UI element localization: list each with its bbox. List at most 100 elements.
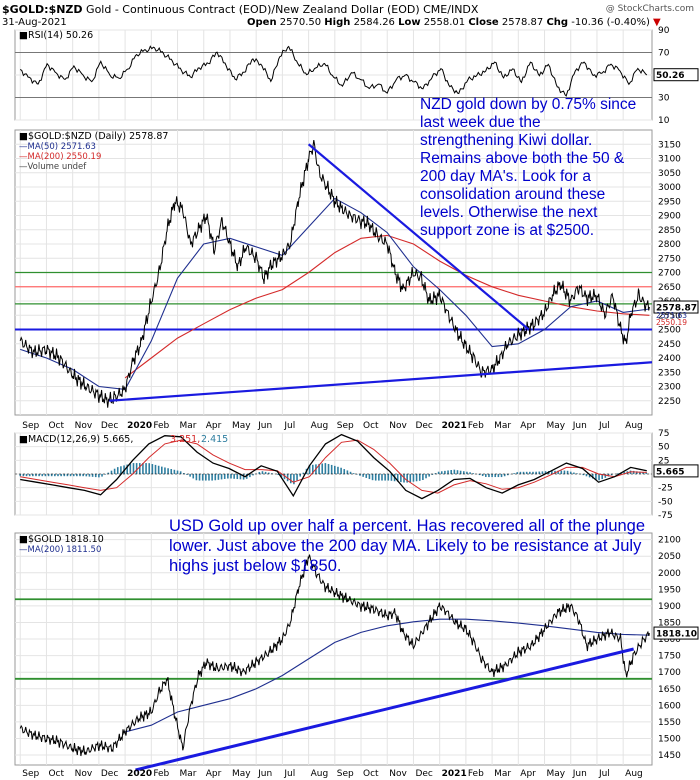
rsi-legend-0: ■RSI(14) 50.26 [19,30,93,41]
nzd-ma200-tag: 2550.19 [656,318,687,327]
macd-tick-label: -25 [658,484,673,494]
nzd-last-value-tag: 2578.87 [656,304,697,314]
macd-last-value-tag: 5.665 [656,467,684,477]
usd-tick-label: 1550 [658,718,681,728]
open-value: 2570.50 [279,17,322,28]
nzd-tick-label: 2700 [658,269,681,279]
nzd-x-label: Apr [520,421,536,431]
usd-x-label: Oct [48,769,64,779]
nzd-tick-label: 2350 [658,368,681,378]
rsi-last-value-tag: 50.26 [656,71,684,81]
usd-tick-label: 2050 [658,552,681,562]
usd-x-label: 2021 [442,769,467,779]
usd-tick-label: 1800 [658,635,681,645]
nzd-x-label: Nov [75,421,93,431]
macd-signal-line [20,439,647,494]
rsi-tick-label: 10 [658,116,670,126]
usd-tick-label: 1950 [658,585,681,595]
usd-x-label: Sep [22,769,39,779]
nzd-x-label: Mar [180,421,197,431]
nzd-x-label: Aug [311,421,329,431]
usd-tick-label: 1650 [658,685,681,695]
usd-frame [14,532,653,766]
nzd-tick-label: 2450 [658,340,681,350]
nzd-last-value-tag-box [653,300,699,314]
exchange: CME/INDX [423,3,479,16]
nzd-trendline [109,361,653,402]
symbol-description: Gold - Continuous Contract (EOD)/New Zea… [86,3,420,16]
nzd-tick-label: 3150 [658,140,681,150]
macd-legend-label: ■MACD(12,26,9) 5.665, [19,434,133,445]
usd-tick-label: 2100 [658,536,681,546]
nzd-x-label: Dec [415,421,432,431]
usd-tick-label: 1600 [658,701,681,711]
nzd-price-line [19,140,650,408]
usd-tick-label: 2000 [658,569,681,579]
macd-tick-label: 25 [658,456,669,466]
usd-x-label: Oct [363,769,379,779]
nzd-tick-label: 2900 [658,212,681,222]
usd-annotation: USD Gold up over half a percent. Has rec… [169,517,646,575]
nzd-legend-1: —MA(50) 2571.63 [19,142,96,152]
usd-x-label: Nov [75,769,93,779]
close-value: 2578.87 [501,17,544,28]
nzd-legend-0: ■$GOLD:$NZD (Daily) 2578.87 [19,131,168,142]
usd-x-label: Apr [520,769,536,779]
high-value: 2584.26 [353,17,395,28]
nzd-x-label: Aug [625,421,643,431]
watermark: @ StockCharts.com [605,4,694,14]
nzd-x-label: Jul [283,421,295,431]
rsi-tick-label: 70 [658,49,670,59]
usd-x-label: Jun [572,769,587,779]
down-arrow-icon: ▼ [653,17,661,28]
nzd-x-label: Nov [389,421,407,431]
usd-x-label: 2020 [127,769,152,779]
quote-date: 31-Aug-2021 [2,17,67,28]
nzd-legend-2: —MA(200) 2550.19 [19,152,101,162]
nzd-annotation: NZD gold down by 0.75% since last week d… [420,96,637,239]
nzd-tick-label: 2800 [658,240,681,250]
macd-tick-label: -75 [658,511,673,521]
usd-x-label: May [547,769,566,779]
macd-last-value-tag-box [653,464,699,478]
nzd-x-label: Sep [22,421,39,431]
nzd-legend-3: —Volume undef [19,162,87,172]
chart-title-line: $GOLD:$NZD Gold - Continuous Contract (E… [2,3,478,16]
usd-x-label: Jun [257,769,272,779]
nzd-x-label: Apr [206,421,222,431]
usd-x-label: Aug [311,769,329,779]
usd-x-label: Sep [337,769,354,779]
usd-x-label: Mar [494,769,511,779]
nzd-tick-label: 2400 [658,354,681,364]
nzd-tick-label: 2250 [658,397,681,407]
nzd-ma50-tag: 2571.63 [656,311,687,320]
usd-x-label: Jul [598,769,610,779]
usd-x-label: Feb [153,769,169,779]
symbol: $GOLD:$NZD [2,3,83,16]
nzd-tick-label: 2650 [658,283,681,293]
usd-legend-1: —MA(200) 1811.50 [19,545,101,555]
usd-tick-label: 1500 [658,734,681,744]
nzd-tick-label: 2300 [658,383,681,393]
nzd-tick-label: 2550 [658,311,681,321]
nzd-tick-label: 3000 [658,183,681,193]
nzd-tick-label: 3050 [658,169,681,179]
nzd-x-label: Mar [494,421,511,431]
nzd-x-label: Feb [153,421,169,431]
usd-trendline [135,647,635,772]
usd-x-label: May [232,769,251,779]
nzd-trendline [307,143,530,331]
nzd-x-label: Jul [598,421,610,431]
usd-legend-0: ■$GOLD 1818.10 [19,534,104,545]
rsi-tick-label: 90 [658,26,670,36]
usd-last-value-tag: 1818.10 [656,630,697,640]
nzd-ma200-line [124,234,650,379]
usd-tick-label: 1700 [658,668,681,678]
macd-tick-label: -50 [658,497,673,507]
usd-x-label: Mar [180,769,197,779]
macd-legend-signal: 3.251, [170,434,200,445]
nzd-tick-label: 2500 [658,326,681,336]
nzd-x-label: Oct [48,421,64,431]
